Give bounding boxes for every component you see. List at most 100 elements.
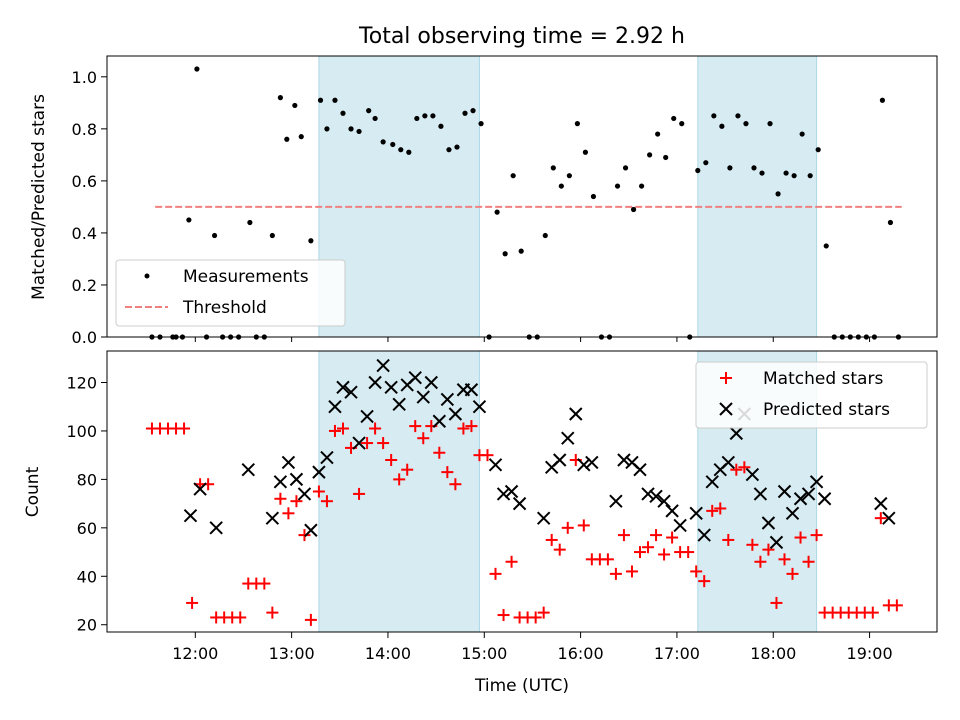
y-tick-label: 80 <box>77 470 97 489</box>
measurement-point <box>566 173 572 179</box>
predicted-star-point <box>408 370 422 385</box>
measurement-point <box>751 165 757 171</box>
measurement-point <box>414 115 420 122</box>
matched-star-point <box>336 422 349 435</box>
measurement-point <box>406 149 412 155</box>
matched-star-point <box>617 529 630 542</box>
measurement-point <box>510 173 516 179</box>
predicted-star-point <box>561 431 575 445</box>
matched-star-point <box>304 613 317 626</box>
matched-star-point <box>497 609 510 622</box>
predicted-star-point <box>376 358 390 373</box>
measurement-point <box>630 206 637 213</box>
x-tick-label: 19:00 <box>847 644 893 663</box>
matched-star-point <box>778 553 791 566</box>
predicted-star-point <box>368 375 382 390</box>
measurement-point <box>542 232 548 239</box>
measurement-point <box>324 126 330 132</box>
shaded-region <box>318 55 480 338</box>
measurement-point <box>574 121 580 127</box>
predicted-star-point <box>769 535 784 550</box>
matched-star-point <box>312 485 325 498</box>
matched-star-point <box>266 606 279 619</box>
predicted-star-point <box>553 453 567 467</box>
y-tick-label: 60 <box>77 519 97 538</box>
measurement-points <box>149 66 902 340</box>
top-legend-box <box>115 259 346 327</box>
matched-star-point <box>393 473 406 486</box>
measurement-point <box>791 173 797 179</box>
legend-predicted-label: Predicted stars <box>763 400 890 420</box>
predicted-star-point <box>289 472 304 487</box>
predicted-star-point <box>633 462 647 477</box>
predicted-star-point <box>673 518 687 533</box>
measurement-point <box>879 97 886 103</box>
legend-measurements-marker <box>144 273 150 279</box>
y-tick-label: 0.0 <box>72 328 97 347</box>
measurement-point <box>298 134 304 140</box>
predicted-star-point <box>496 487 511 501</box>
matched-star-point <box>449 478 462 491</box>
measurement-point <box>470 108 476 114</box>
matched-star-point <box>369 422 382 435</box>
shaded-region <box>697 55 818 338</box>
measurement-point <box>590 193 597 200</box>
matched-star-point <box>561 521 574 534</box>
predicted-star-point <box>352 436 366 450</box>
measurement-point <box>775 191 781 197</box>
predicted-star-point <box>448 407 463 421</box>
matched-star-point <box>698 575 711 588</box>
matched-star-point <box>489 567 502 580</box>
predicted-star-point <box>577 458 591 472</box>
measurement-point <box>767 121 773 127</box>
predicted-star-point <box>809 475 824 489</box>
measurement-point <box>332 97 338 103</box>
measurement-point <box>799 131 805 137</box>
predicted-star-point <box>745 467 760 482</box>
matched-star-point <box>282 507 295 520</box>
matched-star-point <box>810 529 823 542</box>
matched-star-point <box>601 553 614 566</box>
legend-measurements-label: Measurements <box>183 267 309 287</box>
matched-star-point <box>457 422 470 435</box>
matched-star-point <box>178 422 191 435</box>
predicted-star-point <box>793 492 808 506</box>
y-tick-label: 0.8 <box>72 120 97 139</box>
matched-star-point <box>328 424 341 437</box>
matched-star-point <box>866 606 879 619</box>
matched-star-point <box>258 577 271 590</box>
predicted-star-point <box>440 392 455 407</box>
predicted-star-point <box>705 475 719 489</box>
top-panel: Total observing time = 2.92 h 0.00.20.40… <box>29 24 938 347</box>
x-tick-label: 15:00 <box>461 644 507 663</box>
predicted-star-point <box>392 397 406 412</box>
matched-star-point <box>186 596 199 609</box>
measurement-point <box>783 170 789 176</box>
measurement-point <box>679 121 685 127</box>
shaded-region <box>318 350 480 633</box>
y-tick-label: 20 <box>77 616 97 635</box>
bottom-legend-box <box>695 361 928 429</box>
matched-star-point <box>746 538 759 551</box>
predicted-star-point <box>641 487 655 501</box>
matched-star-point <box>738 461 751 474</box>
measurement-point <box>430 113 436 119</box>
measurement-point <box>807 173 813 179</box>
predicted-star-point <box>609 494 623 508</box>
top-x-ticks <box>194 337 871 342</box>
predicted-stars-points <box>183 358 896 550</box>
matched-star-point <box>730 463 743 476</box>
predicted-star-point <box>297 487 312 501</box>
matched-star-point <box>722 533 735 546</box>
predicted-star-point <box>472 400 487 414</box>
y-tick-label: 0.4 <box>72 224 97 243</box>
legend-threshold-label: Threshold <box>182 298 267 318</box>
matched-star-point <box>465 420 478 433</box>
predicted-star-point <box>729 426 744 441</box>
measurement-point <box>308 238 314 244</box>
x-tick-label: 18:00 <box>750 644 796 663</box>
predicted-star-point <box>241 462 255 477</box>
measurement-point <box>186 217 192 223</box>
measurement-point <box>269 232 275 239</box>
bottom-y-label: Count <box>23 466 43 517</box>
